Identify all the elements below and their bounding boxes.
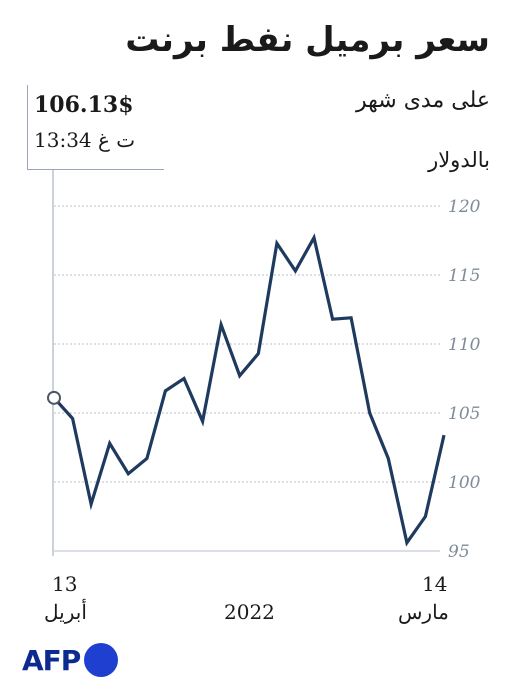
y-tick-label: 100 [448,473,481,493]
afp-logo: AFP [22,643,119,677]
latest-value: 106.13$ [34,92,134,118]
x-start-day: 14 [422,572,448,596]
latest-time: 13:34 ت غ [34,128,136,152]
x-year: 2022 [224,600,275,624]
y-tick-label: 115 [448,266,480,286]
y-tick-label: 95 [448,542,470,562]
price-series-line [52,233,446,547]
afp-logo-circle-icon [84,643,119,677]
y-tick-label: 120 [448,197,481,217]
x-start-month: مارس [398,600,449,624]
latest-point-marker [47,390,61,405]
x-end-month: أبريل [44,600,87,624]
y-tick-label: 105 [448,404,480,424]
afp-logo-text: AFP [22,643,81,677]
chart-subtitle: على مدى شهر [356,88,490,113]
x-end-day: 13 [52,572,78,596]
unit-label: بالدولار [428,148,490,172]
chart-title: سعر برميل نفط برنت [125,20,490,60]
latest-value-callout [27,85,164,170]
y-tick-label: 110 [448,335,481,355]
